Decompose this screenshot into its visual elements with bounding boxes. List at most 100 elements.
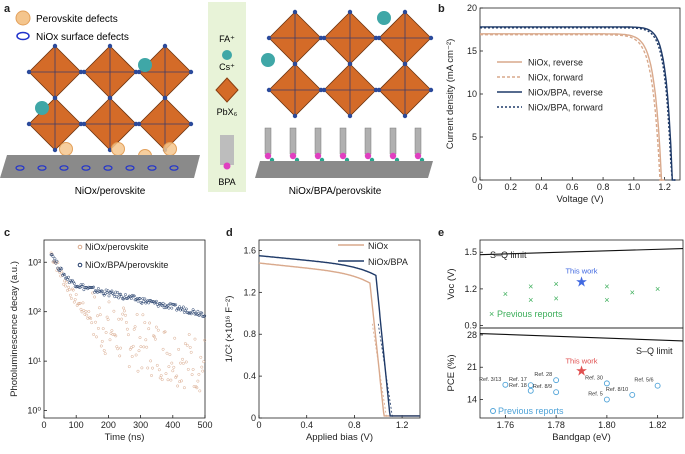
b-series-line-2 [480, 26, 676, 181]
c-point-0-172 [97, 306, 101, 310]
c-point-0-271 [129, 346, 133, 350]
c-point-1-226 [115, 294, 119, 298]
c-point-1-493 [201, 315, 205, 318]
c-point-0-397 [170, 361, 174, 365]
b-series-line-1 [480, 34, 664, 181]
c-point-0-229 [116, 347, 120, 351]
c-point-0-115 [79, 307, 83, 311]
c-frame [43, 239, 206, 419]
substrate-right [255, 161, 433, 178]
c-point-0-427 [180, 379, 183, 383]
c-point-0-181 [100, 339, 104, 343]
e-bot-prev-point-2 [527, 387, 534, 394]
bpa-phosphonate-5 [389, 152, 397, 160]
halide-atom-l0-3 [26, 69, 32, 75]
c-point-0-274 [130, 355, 134, 358]
e-bot-ytick-label-1: 21 [467, 362, 477, 372]
halide-atom-r5-3 [376, 87, 382, 93]
panel-b-jv-chart: b 0 0.2 0.4 0.6 0.8 1.0 1.2 0 5 10 15 20 Voltage (V)… [438, 3, 681, 205]
c-point-0-298 [138, 336, 142, 340]
c-legend-mark-0 [77, 244, 83, 250]
bpa-phosphonate-1 [289, 152, 297, 160]
niox-defect-6 [147, 165, 157, 171]
c-ytick-label-2: 10² [28, 307, 41, 317]
cs-ion-left-1 [138, 58, 152, 72]
c-point-1-238 [119, 292, 123, 296]
d-xlabel: Applied bias (V) [306, 432, 373, 443]
c-point-1-127 [83, 285, 87, 289]
c-ylabel: Photoluminescence decay (a.u.) [9, 261, 20, 397]
c-point-1-64 [63, 273, 67, 277]
c-point-1-28 [51, 255, 55, 258]
e-top-prev-point-5: × [604, 281, 609, 291]
bpa-molecule-3 [339, 127, 347, 155]
c-point-0-487 [199, 355, 203, 359]
e-bot-prev-ref-8: Ref. 5/6 [634, 378, 653, 384]
e-bot-prev-point-8 [654, 382, 661, 389]
e-top-ytick-label-1: 1.2 [464, 284, 477, 294]
c-point-0-400 [171, 369, 175, 373]
panel-c-pl-chart: c 0 100 200 300 400 500 10⁰ 10¹ 10² 10³ Time (ns) P… [4, 227, 213, 443]
e-bot-this-work-star: ★ [575, 362, 588, 378]
c-point-0-448 [186, 367, 190, 371]
c-point-0-85 [69, 296, 73, 300]
c-point-0-202 [107, 300, 111, 304]
halide-atom-r0-3 [266, 35, 272, 41]
halide-atom-l1-3 [81, 69, 87, 75]
c-point-0-175 [98, 313, 102, 317]
c-legend-label-1: NiOx/BPA/perovskite [85, 260, 168, 270]
c-point-0-154 [92, 333, 96, 336]
bpa-molecule-2 [314, 127, 322, 155]
c-point-0-352 [155, 363, 159, 367]
b-xtick-label-5: 1.0 [628, 182, 641, 192]
e-top-ytick-label-0: 0.9 [464, 321, 477, 331]
panel-a-schematic: a Perovskite defects NiOx surface defect… [0, 2, 434, 197]
e-xlabel: Bandgap (eV) [552, 432, 611, 443]
c-ytick-label-3: 10³ [28, 257, 41, 267]
c-point-0-295 [137, 349, 141, 353]
halide-atom-l0-0 [52, 43, 58, 49]
c-xtick-label-4: 400 [165, 420, 180, 430]
d-xtick-label-0: 0 [256, 420, 261, 430]
caption-left: NiOx/perovskite [75, 186, 146, 197]
d-legend-label-1: NiOx/BPA [368, 257, 408, 267]
c-point-1-34 [53, 257, 57, 261]
e-bot-prev-point-5 [603, 380, 610, 387]
halide-atom-l3-0 [52, 95, 58, 101]
b-ytick-label-2: 10 [467, 89, 477, 99]
c-point-0-223 [114, 334, 118, 338]
c-point-1-154 [92, 285, 96, 289]
e-top-ytick-label-2: 1.5 [464, 247, 477, 257]
c-xtick-label-3: 300 [133, 420, 148, 430]
e-top-prev-point-6: × [604, 295, 609, 305]
c-point-0-67 [64, 284, 68, 288]
c-point-0-451 [187, 333, 191, 336]
caption-right: NiOx/BPA/perovskite [289, 186, 382, 197]
halide-atom-l1-0 [107, 43, 113, 49]
c-point-0-454 [188, 345, 192, 349]
c-point-0-319 [145, 345, 149, 349]
c-point-1-289 [135, 297, 139, 301]
perovskite-defect-1 [111, 142, 125, 156]
c-point-1-409 [174, 303, 178, 307]
e-bot-this-work-label: This work [565, 356, 597, 365]
c-point-0-103 [75, 303, 79, 307]
halide-atom-l2-3 [136, 69, 142, 75]
halide-atom-r2-0 [402, 9, 408, 15]
c-point-1-310 [142, 300, 146, 303]
c-point-1-433 [181, 305, 185, 309]
e-top-ylabel: Voc (V) [446, 268, 457, 299]
e-bot-ylabel: PCE (%) [446, 355, 457, 392]
c-point-0-382 [165, 351, 169, 355]
c-point-0-40 [55, 269, 59, 273]
c-point-0-337 [151, 366, 154, 370]
niox-defect-7 [169, 165, 179, 171]
c-point-1-220 [113, 295, 117, 299]
c-point-0-466 [192, 385, 196, 388]
c-point-0-430 [181, 357, 184, 361]
d-frame [258, 239, 421, 419]
halide-atom-l3-3 [26, 121, 32, 127]
c-point-0-388 [167, 365, 171, 369]
niox-defect-3 [81, 165, 91, 171]
bpa-phosphonate-3 [339, 152, 347, 160]
